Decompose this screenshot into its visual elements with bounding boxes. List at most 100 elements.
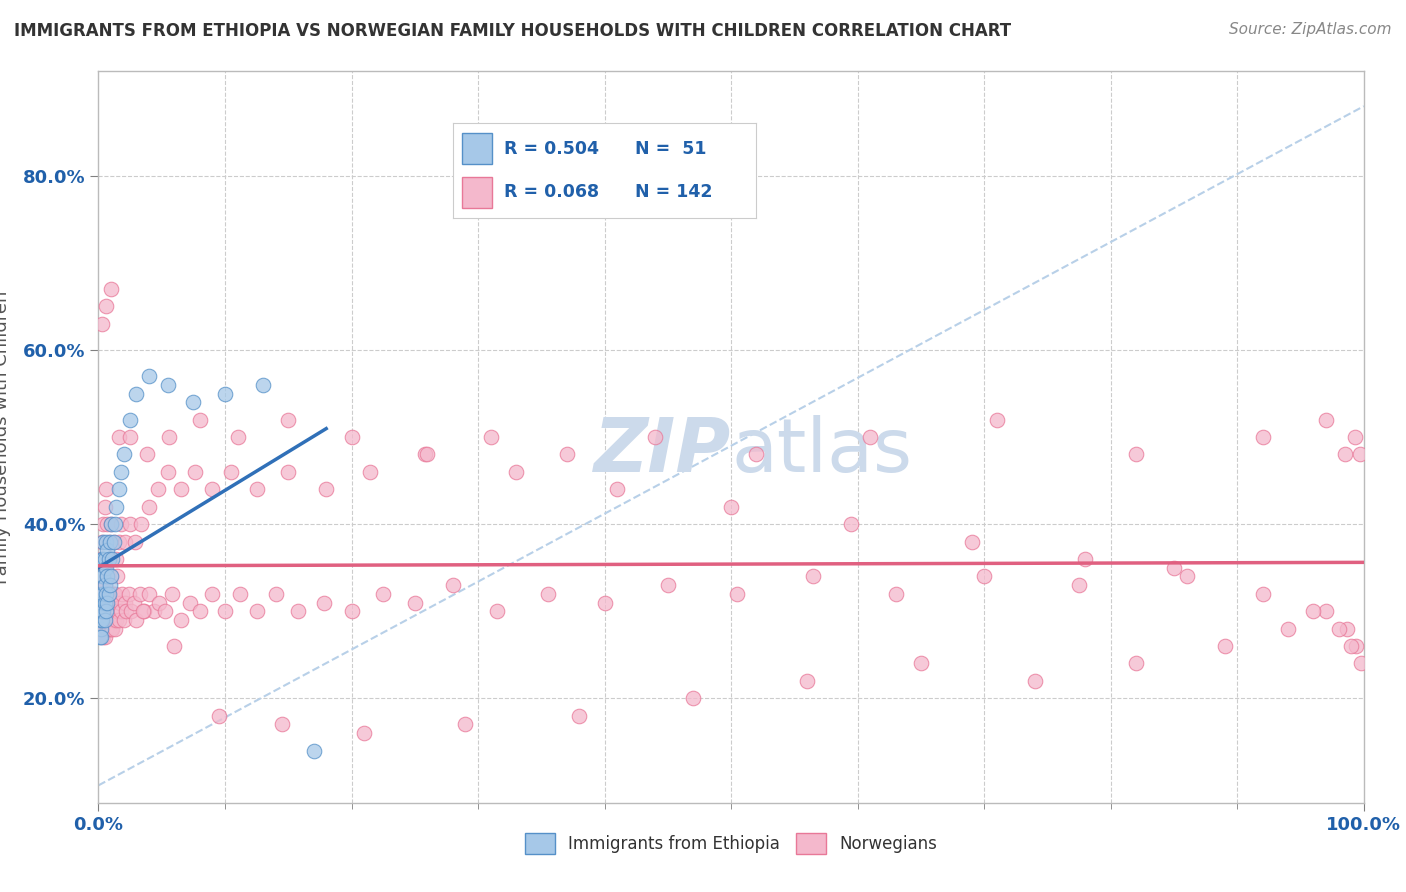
Point [1348, 448, 1371, 462]
Text: atlas: atlas [731, 415, 912, 488]
Point [89, 631, 111, 645]
Point [246, 483, 269, 497]
Point [859, 430, 882, 444]
Point [94, 569, 117, 583]
Point [93, 613, 117, 627]
Point [120, 517, 141, 532]
Point [98, 587, 121, 601]
Point [94, 300, 117, 314]
Point [120, 430, 141, 444]
Point [270, 717, 294, 731]
Point [100, 622, 122, 636]
Point [682, 691, 704, 706]
Point [505, 465, 527, 479]
Point [404, 595, 426, 609]
Point [1175, 569, 1198, 583]
Point [93, 578, 117, 592]
Point [1069, 578, 1091, 592]
Point [973, 569, 995, 583]
Point [91, 595, 114, 609]
Point [124, 534, 146, 549]
Point [219, 465, 243, 479]
Point [93, 569, 115, 583]
Point [302, 743, 325, 757]
Point [155, 604, 177, 618]
Point [416, 448, 439, 462]
Point [96, 543, 118, 558]
Point [129, 587, 152, 601]
Point [138, 587, 160, 601]
Point [89, 613, 111, 627]
Point [104, 622, 127, 636]
Point [91, 622, 114, 636]
Point [100, 282, 122, 296]
Point [90, 622, 112, 636]
Point [91, 604, 114, 618]
Point [277, 412, 299, 426]
Point [93, 595, 117, 609]
Point [93, 595, 117, 609]
Point [169, 483, 191, 497]
Point [179, 595, 201, 609]
Point [122, 595, 145, 609]
Text: ZIP: ZIP [593, 415, 731, 488]
Point [277, 465, 299, 479]
Point [103, 534, 125, 549]
Point [107, 483, 129, 497]
Point [120, 412, 141, 426]
Point [163, 639, 186, 653]
Point [183, 465, 205, 479]
Point [91, 317, 114, 331]
Point [1125, 448, 1147, 462]
Point [132, 604, 155, 618]
Y-axis label: Family Households with Children: Family Households with Children [0, 291, 11, 583]
Point [94, 587, 117, 601]
Point [93, 560, 117, 574]
Point [188, 412, 211, 426]
Point [91, 534, 114, 549]
Point [606, 483, 628, 497]
Point [1315, 604, 1337, 618]
Point [90, 613, 112, 627]
Point [1336, 622, 1358, 636]
Point [114, 595, 136, 609]
Point [148, 595, 170, 609]
Point [135, 448, 157, 462]
Point [960, 534, 983, 549]
Point [90, 631, 112, 645]
Point [107, 534, 129, 549]
Point [107, 613, 129, 627]
Point [264, 587, 287, 601]
Point [132, 604, 155, 618]
Point [104, 587, 127, 601]
Point [1350, 657, 1372, 671]
Point [93, 604, 115, 618]
Point [1125, 657, 1147, 671]
Point [657, 578, 679, 592]
Point [101, 587, 124, 601]
Point [226, 430, 249, 444]
Point [98, 534, 121, 549]
Point [214, 386, 236, 401]
Point [1344, 430, 1367, 444]
Point [90, 587, 112, 601]
Point [91, 604, 114, 618]
Point [93, 500, 117, 514]
Point [100, 569, 122, 583]
Point [120, 604, 142, 618]
Legend: Immigrants from Ethiopia, Norwegians: Immigrants from Ethiopia, Norwegians [517, 827, 945, 860]
Point [125, 386, 148, 401]
Point [157, 377, 180, 392]
Point [103, 534, 125, 549]
Point [183, 395, 205, 409]
Point [110, 465, 132, 479]
Point [143, 604, 166, 618]
Point [91, 587, 114, 601]
Point [568, 708, 591, 723]
Point [94, 560, 117, 574]
Point [91, 569, 114, 583]
Point [1346, 639, 1368, 653]
Point [97, 569, 120, 583]
Point [93, 552, 115, 566]
Point [89, 604, 111, 618]
